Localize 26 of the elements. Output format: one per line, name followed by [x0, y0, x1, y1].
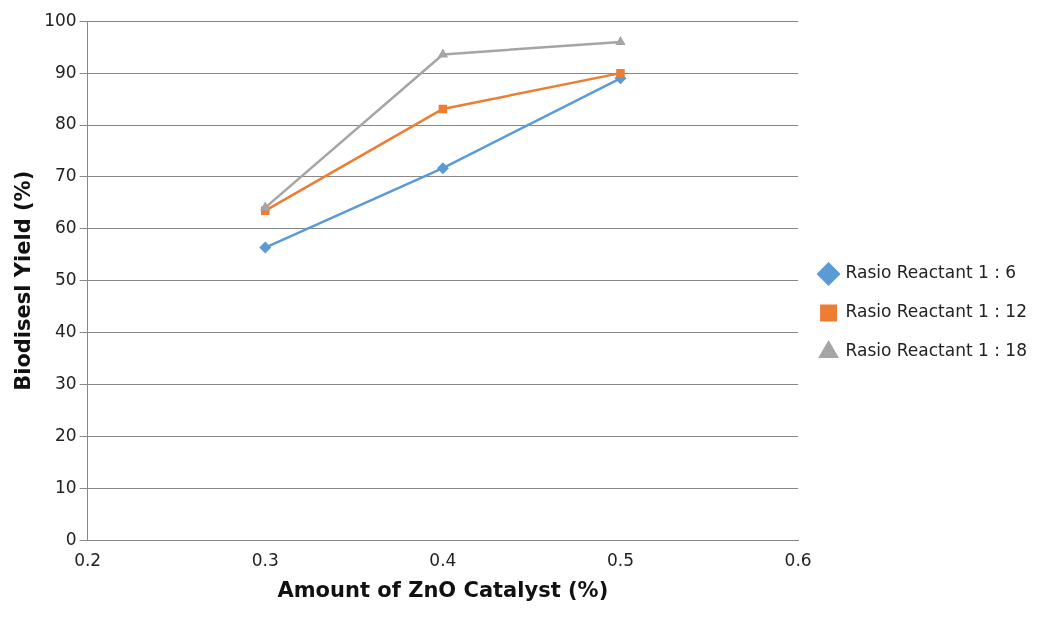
point — [436, 162, 449, 175]
y-tick-label: 60 — [55, 217, 77, 238]
y-tick-label: 30 — [55, 373, 77, 394]
point — [615, 35, 626, 45]
y-tick-label: 20 — [55, 424, 77, 445]
point — [260, 201, 271, 211]
x-tick-label: 0.2 — [74, 550, 102, 571]
y-tick-label: 100 — [44, 9, 77, 30]
y-tick-label: 70 — [55, 165, 77, 186]
legend-label: Rasio Reactant 1 : 6 — [845, 262, 1017, 283]
y-axis-title: Biodisesl Yield (%) — [11, 170, 36, 391]
y-tick-label: 80 — [55, 113, 77, 134]
legend-label: Rasio Reactant 1 : 18 — [845, 340, 1027, 361]
x-tick-label: 0.6 — [784, 550, 812, 571]
y-tick-label: 90 — [55, 61, 77, 82]
legend-label: Rasio Reactant 1 : 12 — [845, 301, 1027, 322]
point — [259, 241, 272, 254]
x-tick-label: 0.4 — [429, 550, 457, 571]
y-tick-label: 50 — [55, 269, 77, 290]
y-tick-label: 40 — [55, 321, 77, 342]
x-tick-label: 0.3 — [251, 550, 279, 571]
y-tick-label: 0 — [65, 528, 77, 549]
x-axis-title: Amount of ZnO Catalyst (%) — [277, 577, 609, 602]
point — [616, 68, 625, 78]
y-tick-label: 10 — [55, 476, 77, 497]
x-tick-label: 0.5 — [606, 550, 634, 571]
